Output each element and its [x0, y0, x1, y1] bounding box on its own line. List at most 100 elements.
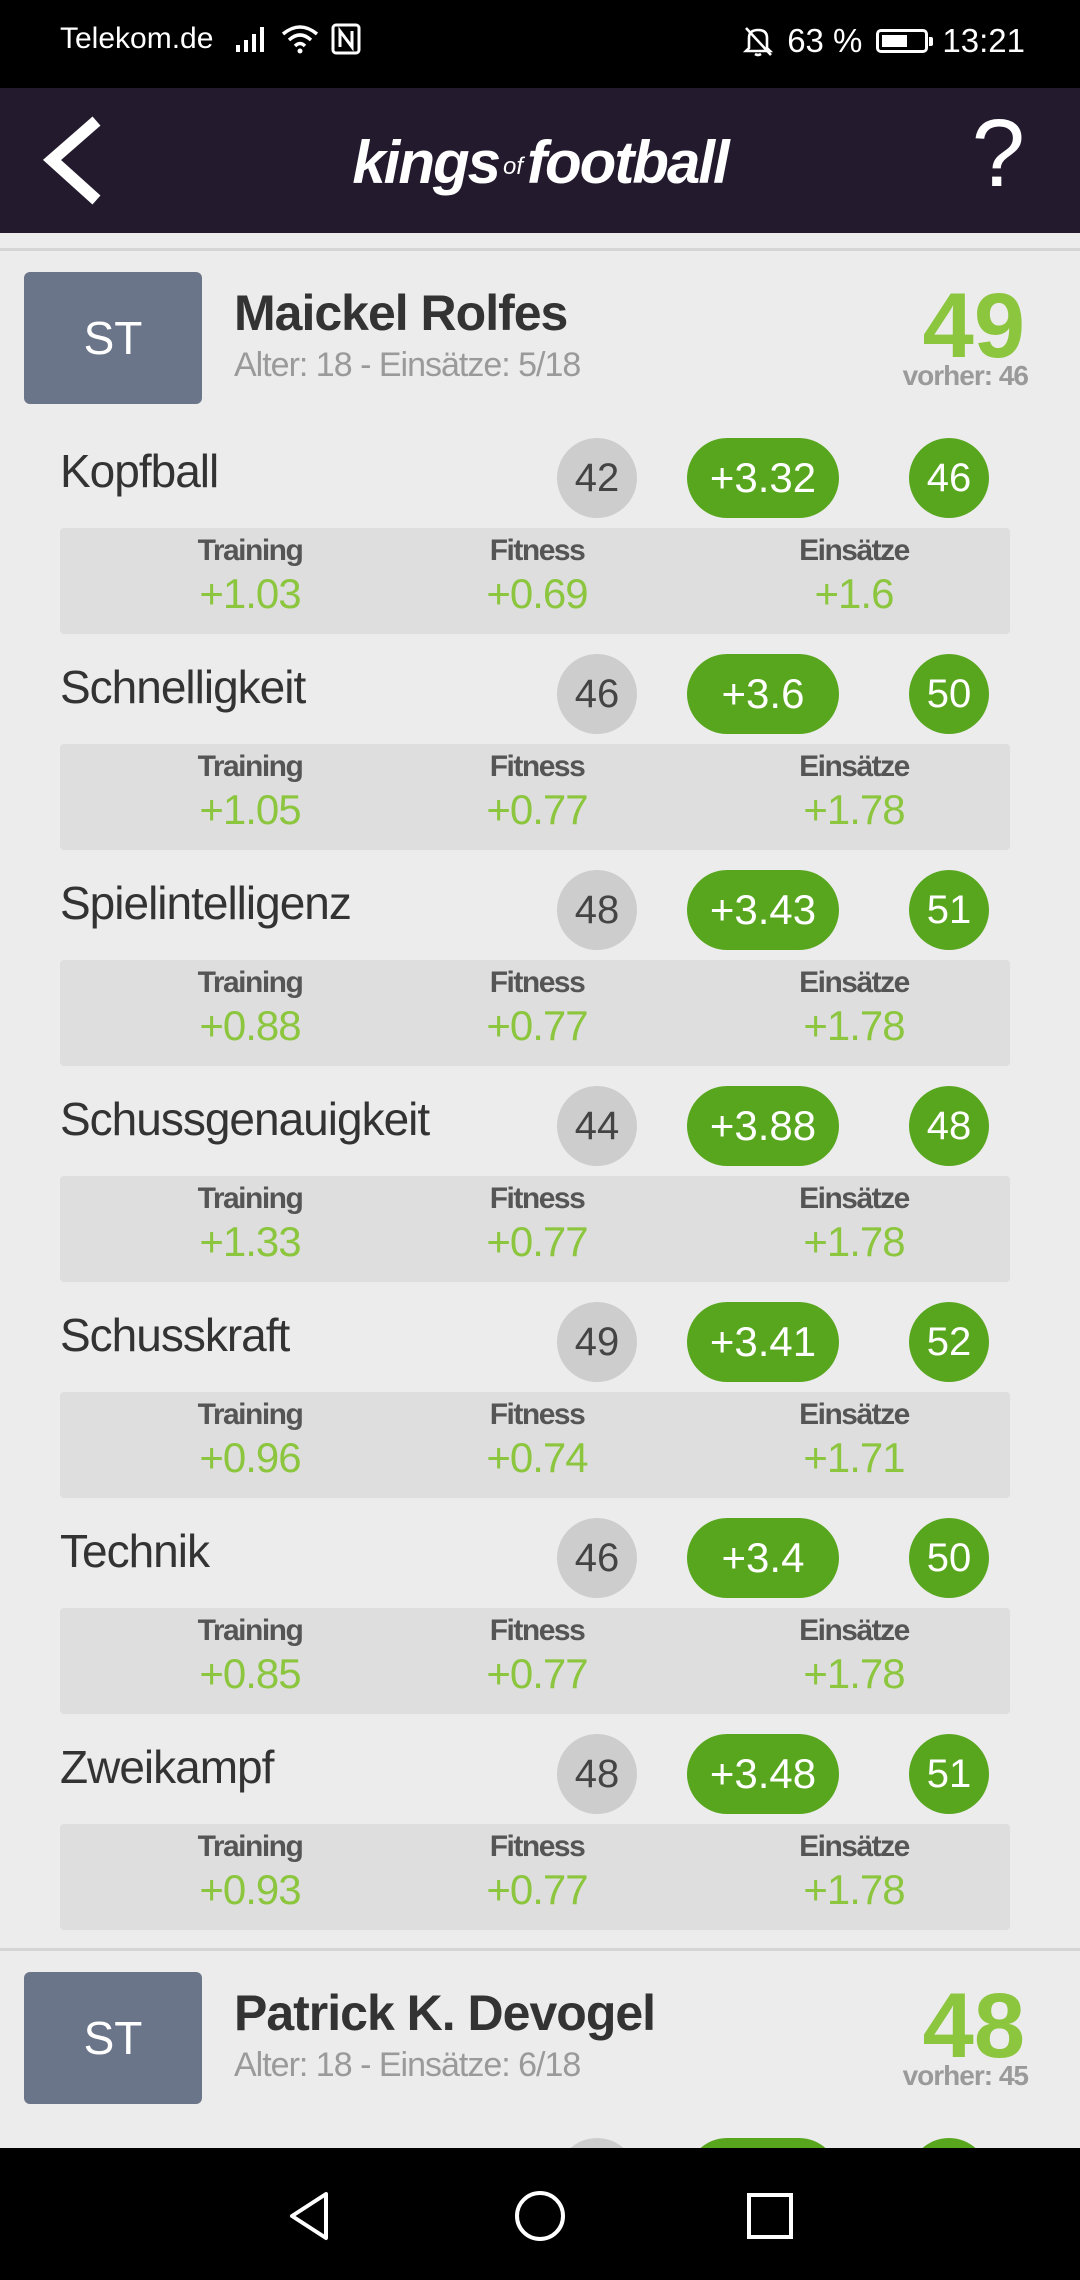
einsaetze-col: Einsätze +1.78 — [724, 1182, 984, 1266]
fitness-value: +0.69 — [486, 570, 588, 617]
new-value-badge: 50 — [909, 654, 989, 734]
training-col: Training +0.93 — [120, 1830, 380, 1914]
old-value-badge: 46 — [557, 654, 637, 734]
battery-icon — [876, 29, 934, 53]
help-button[interactable]: ? — [971, 100, 1025, 207]
gain-breakdown: Training +1.33 Fitness +0.77 Einsätze +1.78 — [60, 1176, 1010, 1282]
player-card[interactable]: ST Patrick K. Devogel Alter: 18 - Einsät… — [0, 1972, 1080, 2148]
gain-breakdown: Training +0.96 Fitness +0.74 Einsätze +1.71 — [60, 1392, 1010, 1498]
gain-breakdown: Training +1.03 Fitness +0.69 Einsätze +1.6 — [60, 528, 1010, 634]
carrier-label: Telekom.de — [60, 22, 214, 55]
player-card[interactable]: ST Maickel Rolfes Alter: 18 - Einsätze: … — [0, 270, 1080, 1935]
gain-pill — [687, 2138, 839, 2148]
new-value-badge: 52 — [909, 1302, 989, 1382]
player-info: Alter: 18 - Einsätze: 6/18 — [234, 2046, 581, 2084]
signal-icon — [236, 27, 265, 52]
training-value: +0.85 — [199, 1650, 301, 1697]
fitness-label: Fitness — [489, 1182, 586, 1215]
einsaetze-col: Einsätze +1.78 — [724, 1614, 984, 1698]
status-bar: Telekom.de 63 % — [0, 0, 1080, 88]
app-logo: kings offootball — [0, 128, 1080, 197]
einsaetze-value: +1.78 — [803, 1002, 905, 1049]
wifi-icon — [282, 25, 319, 54]
gain-pill: +3.43 — [687, 870, 839, 950]
nav-home-icon[interactable] — [510, 2186, 570, 2246]
einsaetze-value: +1.78 — [803, 1866, 905, 1913]
new-value-badge: 48 — [909, 1086, 989, 1166]
new-value-badge: 50 — [909, 1518, 989, 1598]
training-col: Training +1.33 — [120, 1182, 380, 1266]
gain-breakdown: Training +0.93 Fitness +0.77 Einsätze +1.78 — [60, 1824, 1010, 1930]
fitness-col: Fitness +0.74 — [407, 1398, 667, 1482]
fitness-col: Fitness +0.77 — [407, 1830, 667, 1914]
training-col: Training +0.88 — [120, 966, 380, 1050]
attribute-row: Zweikampf 48 +3.48 51 Training +0.93 Fitn… — [0, 1734, 1080, 1950]
status-right: 63 % 13:21 — [743, 22, 1025, 60]
training-value: +0.88 — [199, 1002, 301, 1049]
fitness-value: +0.77 — [486, 1218, 588, 1265]
back-button[interactable] — [30, 113, 120, 208]
einsaetze-value: +1.78 — [803, 1650, 905, 1697]
training-label: Training — [197, 966, 304, 999]
einsaetze-label: Einsätze — [799, 1830, 910, 1863]
fitness-value: +0.77 — [486, 1650, 588, 1697]
new-value-badge: 46 — [909, 438, 989, 518]
player-name: Maickel Rolfes — [234, 285, 568, 341]
logo-kings: kings — [352, 129, 501, 196]
fitness-col: Fitness +0.77 — [407, 750, 667, 834]
previous-rating: vorher: 46 — [902, 360, 1029, 391]
einsaetze-value: +1.78 — [803, 786, 905, 833]
fitness-label: Fitness — [489, 750, 586, 783]
player-rating: 48 — [922, 1975, 1025, 2077]
gain-pill: +3.6 — [687, 654, 839, 734]
system-nav-bar — [0, 2148, 1080, 2280]
training-col: Training +1.03 — [120, 534, 380, 618]
player-info: Alter: 18 - Einsätze: 5/18 — [234, 346, 581, 384]
einsaetze-value: +1.78 — [803, 1218, 905, 1265]
position-badge: ST — [24, 272, 202, 404]
training-label: Training — [197, 1398, 304, 1431]
fitness-label: Fitness — [489, 534, 586, 567]
attribute-name: Technik — [60, 1525, 210, 1577]
attribute-name: Schussgenauigkeit — [60, 1093, 430, 1145]
training-label: Training — [197, 750, 304, 783]
fitness-label: Fitness — [489, 1398, 586, 1431]
gain-pill: +3.88 — [687, 1086, 839, 1166]
nfc-icon — [331, 23, 361, 55]
divider — [0, 1948, 1080, 1951]
training-value: +0.96 — [199, 1434, 301, 1481]
logo-football: football — [527, 129, 730, 196]
attribute-row: Spielintelligenz 48 +3.43 51 Training +0.… — [0, 870, 1080, 1086]
fitness-col: Fitness +0.69 — [407, 534, 667, 618]
attribute-name: Schnelligkeit — [60, 661, 306, 713]
training-col: Training +1.05 — [120, 750, 380, 834]
einsaetze-value: +1.71 — [803, 1434, 905, 1481]
position-badge: ST — [24, 1972, 202, 2104]
attribute-row: Kopfball 42 +3.32 46 Training +1.03 Fitne… — [0, 438, 1080, 654]
mute-bell-icon — [743, 27, 774, 57]
einsaetze-label: Einsätze — [799, 1182, 910, 1215]
previous-rating: vorher: 45 — [902, 2060, 1029, 2091]
fitness-col: Fitness +0.77 — [407, 1182, 667, 1266]
old-value-badge — [557, 2138, 637, 2148]
old-value-badge: 46 — [557, 1518, 637, 1598]
old-value-badge: 49 — [557, 1302, 637, 1382]
logo-of: of — [503, 153, 524, 181]
gain-pill: +3.48 — [687, 1734, 839, 1814]
training-label: Training — [197, 1614, 304, 1647]
status-icons-left — [235, 23, 361, 55]
new-value-badge: 51 — [909, 870, 989, 950]
nav-recents-icon[interactable] — [740, 2186, 800, 2246]
attribute-name: Zweikampf — [60, 1741, 274, 1793]
einsaetze-label: Einsätze — [799, 966, 910, 999]
new-value-badge: 51 — [909, 1734, 989, 1814]
nav-back-icon[interactable] — [280, 2186, 340, 2246]
einsaetze-label: Einsätze — [799, 750, 910, 783]
fitness-value: +0.77 — [486, 1866, 588, 1913]
einsaetze-label: Einsätze — [799, 1398, 910, 1431]
einsaetze-col: Einsätze +1.78 — [724, 1830, 984, 1914]
training-col: Training +0.85 — [120, 1614, 380, 1698]
attribute-name: Spielintelligenz — [60, 877, 352, 929]
old-value-badge: 42 — [557, 438, 637, 518]
attribute-row: Schussgenauigkeit 44 +3.88 48 Training +1… — [0, 1086, 1080, 1302]
